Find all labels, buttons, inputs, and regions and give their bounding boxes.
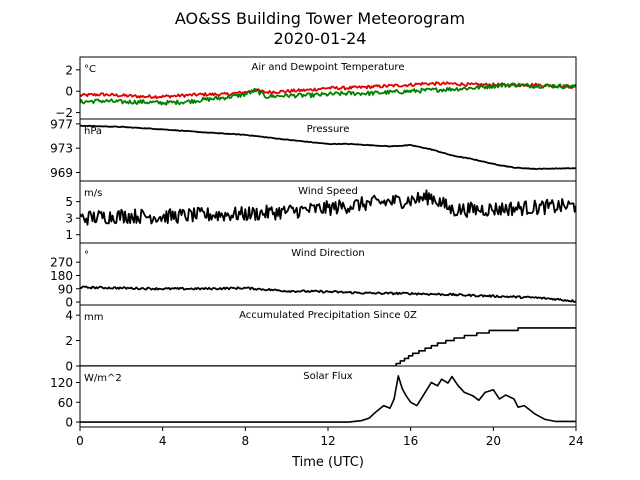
y-tick-label: 4 [65,309,73,323]
y-tick-label: 0 [65,416,73,430]
panel-unit: W/m^2 [84,373,122,384]
series-line-6-1 [80,375,576,423]
panel-title: Wind Direction [291,248,365,259]
y-tick-label: 180 [50,269,73,283]
panel-3: 1 3 5 m/s Wind Speed [65,180,577,244]
panel-unit: hPa [84,126,102,137]
panel-title: Air and Dewpoint Temperature [252,62,405,73]
y-tick-label: 1 [65,228,73,242]
x-tick-label: 0 [76,434,84,448]
y-tick-label: 2 [65,334,73,348]
x-axis: 0 4 8 12 16 20 24 [76,427,584,448]
panel-5: 0 2 4 mm Accumulated Precipitation Since 0Z [65,304,577,374]
figure-title: AO&SS Building Tower Meteorogram [175,9,465,28]
panel-2: 969 973 977 hPa Pressure [50,117,577,182]
panel-6: 0 60 120 W/m^2 Solar Flux [50,365,577,430]
panel-title: Solar Flux [303,371,353,382]
panel-title: Accumulated Precipitation Since 0Z [239,310,417,321]
y-tick-label: 973 [50,142,73,156]
panel-unit: mm [84,312,103,323]
y-tick-label: −2 [55,106,73,120]
figure-subtitle: 2020-01-24 [274,29,367,48]
y-tick-label: 969 [50,166,73,180]
panel-1: −2 0 2 °C Air and Dewpoint Temperature [55,56,577,120]
panel-unit: °C [84,64,96,75]
y-tick-label: 270 [50,256,73,270]
panel-title: Pressure [307,124,350,135]
series-line-4-1 [80,285,576,303]
y-tick-label: 5 [65,195,73,209]
y-tick-label: 0 [65,85,73,99]
y-tick-label: 977 [50,117,73,131]
panel-unit: m/s [84,188,102,199]
y-tick-label: 60 [58,396,73,410]
x-tick-label: 12 [320,434,335,448]
y-tick-label: 90 [58,282,73,296]
x-axis-label: Time (UTC) [291,455,364,470]
series-line-3-1 [80,189,576,226]
y-tick-label: 120 [50,376,73,390]
chart-panels: −2 0 2 °C Air and Dewpoint Temperature 969 973… [50,56,577,430]
series-line-2-1 [80,124,576,170]
x-tick-label: 24 [568,434,583,448]
series-line-5-1 [80,327,576,366]
x-tick-label: 16 [403,434,418,448]
series-line-1-2 [80,82,576,106]
y-tick-label: 0 [65,360,73,374]
y-tick-label: 2 [65,63,73,77]
panel-unit: ° [84,250,89,261]
y-tick-label: 3 [65,212,73,226]
panel-title: Wind Speed [298,186,358,197]
x-tick-label: 4 [159,434,167,448]
x-tick-label: 8 [242,434,250,448]
x-tick-label: 20 [486,434,501,448]
y-tick-label: 0 [65,296,73,310]
